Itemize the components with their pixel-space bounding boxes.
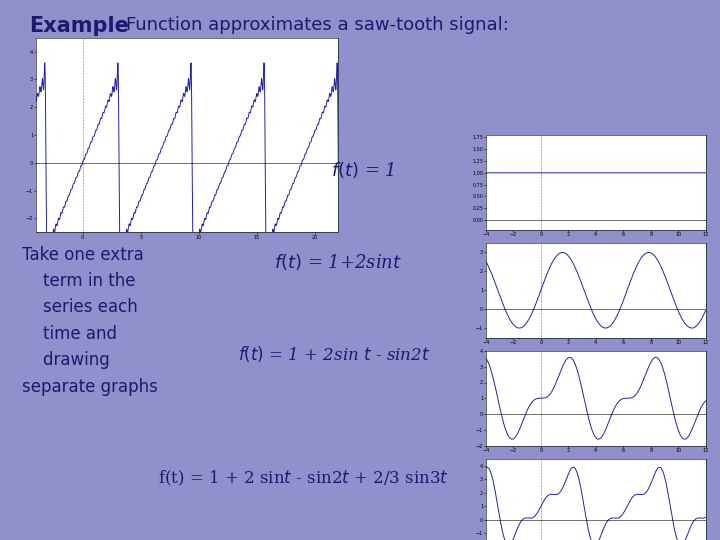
- Text: $f(t)$ = 1 + 2sin $t$ - sin2$t$: $f(t)$ = 1 + 2sin $t$ - sin2$t$: [238, 343, 430, 364]
- Text: f(t) = 1 + 2 sin$t$ - sin2$t$ + 2/3 sin3$t$: f(t) = 1 + 2 sin$t$ - sin2$t$ + 2/3 sin3…: [158, 468, 449, 488]
- Text: $f(t)$ = 1: $f(t)$ = 1: [331, 160, 395, 180]
- Text: Example: Example: [29, 16, 129, 36]
- Text: Take one extra
    term in the
    series each
    time and
    drawing
separate: Take one extra term in the series each t…: [22, 246, 158, 396]
- Text: $f(t)$ = 1+2sin$t$: $f(t)$ = 1+2sin$t$: [274, 252, 402, 272]
- Text: Function approximates a saw-tooth signal:: Function approximates a saw-tooth signal…: [126, 16, 509, 34]
